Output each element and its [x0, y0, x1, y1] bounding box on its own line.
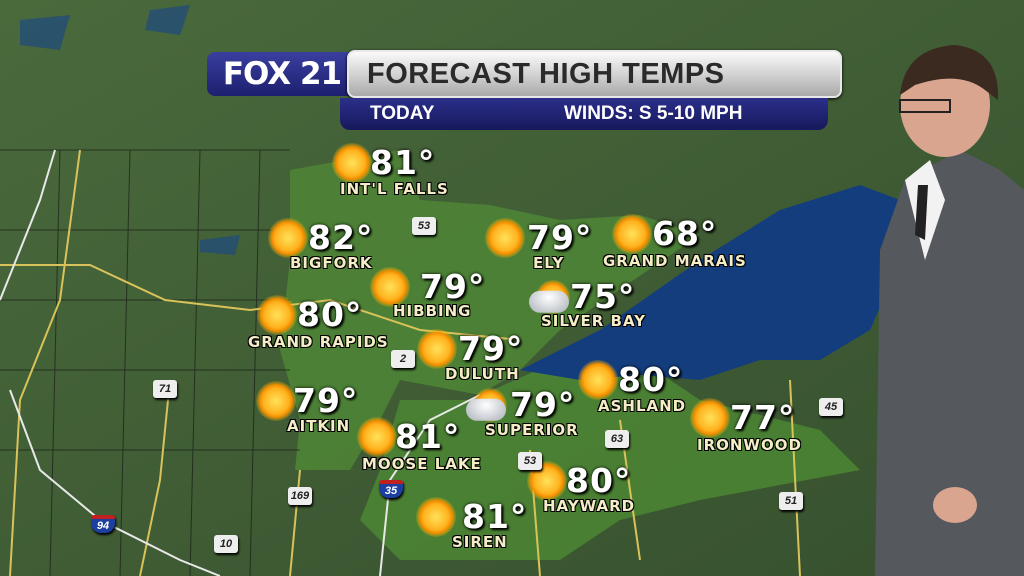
temperature: 75°: [570, 277, 636, 316]
highway-shield: 53: [412, 217, 436, 235]
city-name: ASHLAND: [598, 397, 687, 415]
sun-icon: [578, 360, 618, 400]
temperature: 80°: [566, 461, 632, 500]
temperature: 79°: [458, 329, 524, 368]
city-name: AITKIN: [287, 417, 351, 435]
graphic-title: FORECAST HIGH TEMPS: [347, 50, 842, 98]
winds-text: WINDS: S 5-10 MPH: [564, 103, 743, 124]
highway-shield: 169: [288, 487, 312, 505]
sun-icon: [256, 381, 296, 421]
city-name: HAYWARD: [543, 497, 636, 515]
sun-icon: [257, 295, 297, 335]
temperature: 79°: [510, 385, 576, 424]
city-name: GRAND RAPIDS: [248, 333, 389, 351]
highway-shield: 10: [214, 535, 238, 553]
forecast-period: TODAY: [370, 103, 435, 124]
canada-lakes: [20, 5, 240, 255]
station-logo: FOX 21: [207, 52, 357, 96]
highway-shield: 45: [819, 398, 843, 416]
temperature: 77°: [730, 398, 796, 437]
highway-shield: 51: [779, 492, 803, 510]
interstate-shield: 94: [91, 515, 115, 533]
temperature: 81°: [370, 143, 436, 182]
city-name: DULUTH: [445, 365, 520, 383]
cloud-icon: [529, 290, 569, 313]
temperature: 80°: [618, 360, 684, 399]
lake-superior: [520, 185, 905, 380]
minnesota-wisconsin-highlight: [280, 150, 700, 470]
interstate-shield: 35: [379, 480, 403, 498]
city-name: SILVER BAY: [541, 312, 646, 330]
sun-icon: [690, 398, 730, 438]
sun-icon: [357, 417, 397, 457]
highway-shield: 71: [153, 380, 177, 398]
city-name: IRONWOOD: [697, 436, 802, 454]
city-name: SIREN: [452, 533, 508, 551]
city-name: HIBBING: [393, 302, 472, 320]
highway-shield: 2: [391, 350, 415, 368]
sun-icon: [417, 329, 457, 369]
sun-icon: [268, 218, 308, 258]
sun-icon: [612, 214, 652, 254]
city-name: BIGFORK: [290, 254, 373, 272]
temperature: 68°: [652, 214, 718, 253]
temperature: 81°: [462, 497, 528, 536]
city-name: INT'L FALLS: [340, 180, 449, 198]
highway-shield: 53: [518, 452, 542, 470]
temperature: 79°: [420, 267, 486, 306]
temperature: 80°: [297, 295, 363, 334]
city-name: MOOSE LAKE: [362, 455, 482, 473]
sun-icon: [485, 218, 525, 258]
presenter: [875, 45, 1024, 576]
temperature: 81°: [395, 417, 461, 456]
highway-shield: 63: [605, 430, 629, 448]
city-name: ELY: [533, 254, 565, 272]
sun-icon: [370, 267, 410, 307]
temperature: 82°: [308, 218, 374, 257]
sun-icon: [416, 497, 456, 537]
sun-icon: [332, 143, 372, 183]
city-name: GRAND MARAIS: [603, 252, 747, 270]
city-name: SUPERIOR: [485, 421, 579, 439]
cloud-icon: [466, 398, 506, 421]
temperature: 79°: [527, 218, 593, 257]
graphic-subtitle-bar: TODAY WINDS: S 5-10 MPH: [340, 98, 828, 130]
temperature: 79°: [293, 381, 359, 420]
